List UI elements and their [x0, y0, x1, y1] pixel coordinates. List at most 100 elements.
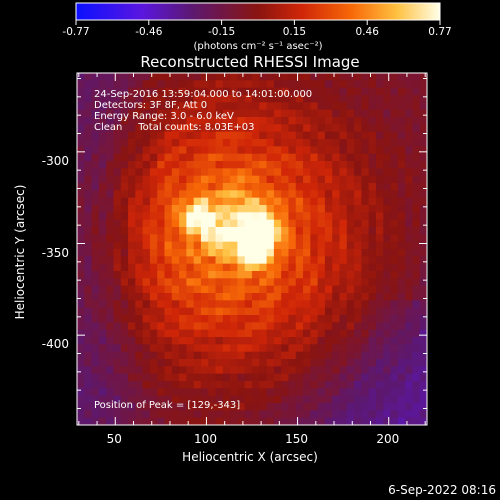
heatmap-cell [208, 351, 217, 360]
heatmap-cell [230, 256, 239, 265]
heatmap-cell [368, 315, 377, 323]
heatmap-cell [208, 329, 217, 338]
heatmap-cell [77, 117, 85, 125]
heatmap-cell [361, 322, 370, 331]
heatmap-cell [419, 315, 427, 323]
heatmap-cell [135, 410, 144, 419]
heatmap-cell [259, 263, 268, 272]
heatmap-cell [412, 388, 421, 397]
heatmap-cell [135, 153, 144, 162]
heatmap-cell [193, 227, 202, 235]
heatmap-cell [259, 366, 268, 375]
heatmap-cell [354, 139, 362, 147]
heatmap-cell [259, 403, 268, 411]
heatmap-cell [77, 87, 85, 96]
heatmap-cell [361, 241, 370, 250]
heatmap-cell [368, 227, 377, 235]
heatmap-cell [98, 337, 107, 345]
heatmap-cell [84, 300, 93, 309]
heatmap-cell [368, 175, 377, 184]
heatmap-cell [390, 205, 399, 213]
heatmap-cell [303, 131, 311, 140]
heatmap-cell [281, 168, 290, 177]
chart-title: Reconstructed RHESSI Image [140, 53, 359, 71]
heatmap-cell [91, 175, 100, 184]
heatmap-cell [171, 197, 180, 206]
heatmap-cell [84, 278, 93, 287]
heatmap-cell [390, 124, 399, 133]
heatmap-cell [84, 395, 93, 404]
heatmap-cell [237, 293, 246, 301]
heatmap-cell [303, 87, 311, 96]
heatmap-cell [419, 344, 427, 353]
heatmap-cell [383, 131, 392, 140]
heatmap-cell [383, 373, 392, 382]
heatmap-cell [288, 212, 297, 221]
heatmap-cell [383, 329, 392, 338]
heatmap-cell [361, 212, 370, 221]
heatmap-cell [149, 197, 158, 206]
heatmap-cell [193, 315, 202, 323]
heatmap-cell [412, 234, 421, 243]
heatmap-cell [98, 175, 107, 184]
heatmap-cell [397, 146, 406, 155]
heatmap-cell [171, 307, 180, 316]
heatmap-cell [310, 388, 319, 397]
heatmap-cell [412, 263, 421, 272]
heatmap-cell [91, 124, 100, 133]
heatmap-cell [273, 351, 282, 360]
heatmap-cell [244, 278, 253, 287]
heatmap-cell [375, 197, 384, 206]
heatmap-cell [208, 307, 217, 316]
heatmap-cell [368, 117, 377, 125]
heatmap-cell [368, 212, 377, 221]
heatmap-cell [390, 95, 399, 103]
heatmap-cell [113, 175, 122, 184]
heatmap-cell [142, 256, 151, 265]
heatmap-cell [186, 410, 195, 419]
heatmap-cell [390, 80, 399, 89]
heatmap-cell [84, 227, 93, 235]
heatmap-cell [164, 227, 173, 235]
heatmap-cell [193, 124, 202, 133]
heatmap-cell [244, 263, 253, 272]
heatmap-cell [128, 146, 136, 155]
heatmap-cell [106, 95, 115, 103]
heatmap-cell [171, 168, 180, 177]
heatmap-cell [142, 249, 151, 257]
heatmap-cell [295, 271, 304, 279]
heatmap-cell [91, 153, 100, 162]
heatmap-cell [383, 388, 392, 397]
heatmap-cell [412, 131, 421, 140]
heatmap-cell [142, 381, 151, 389]
heatmap-cell [295, 183, 304, 191]
heatmap-cell [266, 153, 275, 162]
heatmap-cell [230, 315, 239, 323]
heatmap-cell [252, 219, 260, 228]
heatmap-cell [171, 344, 180, 353]
heatmap-cell [332, 197, 341, 206]
heatmap-cell [361, 344, 370, 353]
heatmap-cell [244, 373, 253, 382]
colorbar-tick-label: -0.46 [135, 26, 162, 38]
heatmap-cell [164, 278, 173, 287]
heatmap-cell [375, 87, 384, 96]
heatmap-cell [120, 95, 129, 103]
heatmap-cell [339, 315, 348, 323]
heatmap-cell [244, 219, 253, 228]
heatmap-cell [128, 168, 136, 177]
heatmap-cell [259, 175, 268, 184]
heatmap-cell [339, 212, 348, 221]
heatmap-cell [171, 293, 180, 301]
heatmap-cell [317, 395, 326, 404]
heatmap-cell [390, 241, 399, 250]
heatmap-cell [98, 219, 107, 228]
heatmap-cell [164, 300, 173, 309]
heatmap-cell [288, 285, 297, 294]
heatmap-cell [142, 344, 151, 353]
heatmap-cell [405, 212, 414, 221]
heatmap-cell [120, 197, 129, 206]
heatmap-cell [98, 183, 107, 191]
heatmap-cell [390, 293, 399, 301]
heatmap-cell [259, 73, 268, 81]
